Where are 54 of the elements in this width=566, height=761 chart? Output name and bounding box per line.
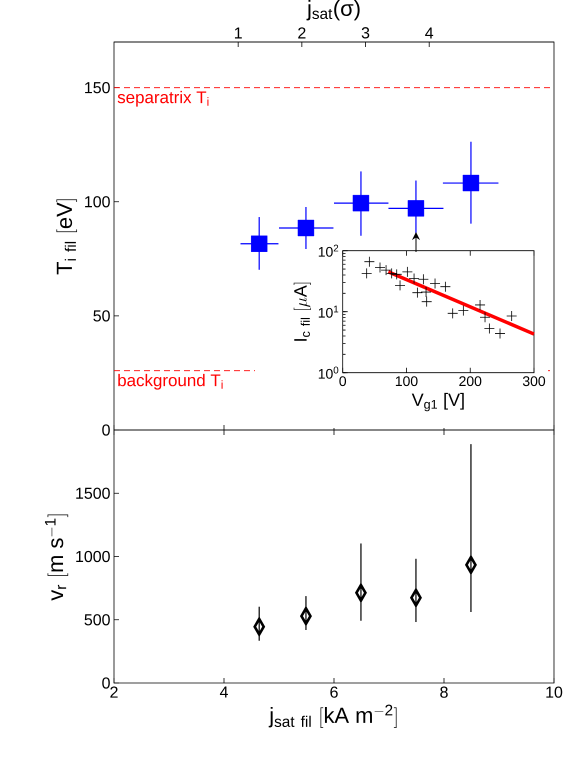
x-tick-label: 10: [546, 686, 562, 698]
y-tick-label: 0: [102, 424, 110, 436]
y-tick-label: 100: [85, 196, 110, 208]
ref-line-label: background T$_{i}$: [118, 374, 223, 390]
y-axis-title: $\mathrm{T_{i\ fil}\ [eV]}$: [56, 199, 78, 274]
point: [408, 200, 424, 217]
point: [421, 296, 432, 308]
y-axis-title: $\mathrm{v_{r}\ [m\ s^{-1}]}$: [44, 514, 68, 601]
point: [298, 220, 314, 236]
point: [447, 308, 458, 319]
ref-line-label: separatrix T$_{i}$: [118, 90, 208, 107]
x2-axis-title: j$_{sat}$(σ): [306, 0, 360, 20]
point: [361, 268, 372, 279]
y-tick-label: 10$^{0}$: [318, 366, 338, 379]
x-axis-title: $\mathrm{j_{sat\ fil}\ [kA\ m^{-2}]}$: [268, 704, 397, 728]
x-tick-label: 300: [522, 376, 546, 386]
point: [506, 310, 518, 322]
y-tick-label: 1500: [76, 488, 110, 499]
y-tick-label: 10$^{2}$: [318, 244, 338, 257]
point: [420, 286, 432, 298]
point: [352, 194, 370, 212]
y-tick-label: 1000: [76, 550, 110, 562]
point: [474, 300, 486, 310]
x-tick-label: 100: [396, 376, 418, 386]
x-tick-label: 2: [110, 686, 118, 698]
y-tick-label: 500: [84, 614, 110, 626]
x2-tick-label: 3: [362, 27, 370, 38]
x2-tick-label: 1: [234, 28, 242, 38]
y-axis-title: $\mathrm{I_{c\ fil}\ [\mu A]}$: [294, 282, 311, 341]
x-tick-label: 200: [459, 376, 482, 386]
x-tick-label: 0: [339, 376, 346, 386]
x-tick-label: 8: [440, 686, 448, 698]
point: [458, 305, 469, 316]
x-tick-label: 6: [330, 686, 338, 698]
point: [494, 328, 506, 339]
y-tick-label: 10$^{1}$: [318, 306, 338, 318]
point: [418, 274, 429, 285]
point: [480, 312, 490, 323]
y-tick-label: 150: [85, 82, 110, 94]
x-tick-label: 4: [220, 686, 228, 698]
point: [430, 278, 440, 289]
x2-tick-label: 4: [425, 28, 434, 38]
y-tick-label: 50: [93, 310, 110, 322]
point: [462, 174, 480, 192]
x2-tick-label: 2: [298, 27, 306, 38]
point: [391, 268, 402, 280]
point: [484, 323, 495, 334]
point: [394, 280, 406, 291]
point: [440, 281, 451, 292]
y-tick-label: 0: [102, 677, 110, 689]
point: [412, 287, 423, 298]
point: [251, 236, 268, 252]
x-axis-title: V$_{g1}$ [V]: [412, 392, 464, 412]
point: [364, 256, 375, 268]
